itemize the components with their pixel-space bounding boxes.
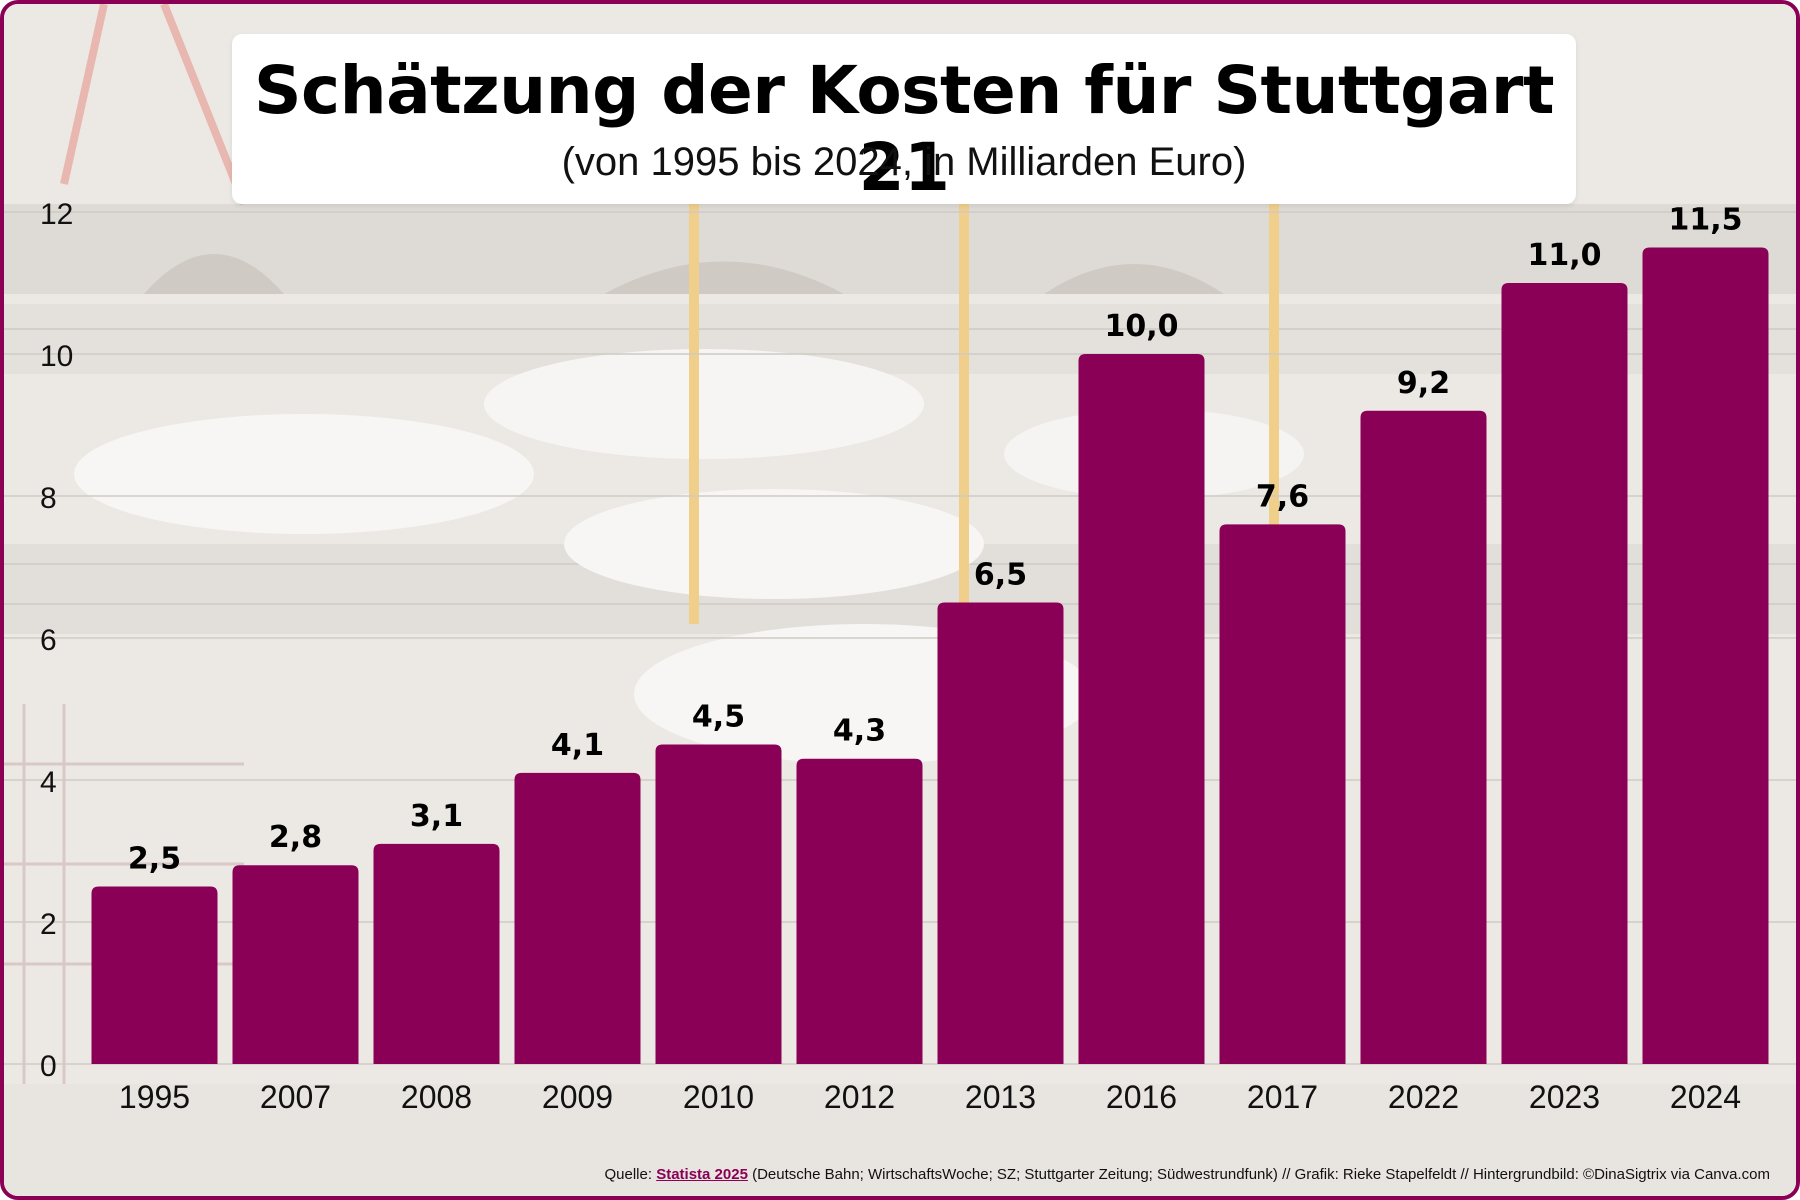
bar — [937, 602, 1064, 1064]
chart-subtitle: (von 1995 bis 2024, in Milliarden Euro) — [561, 140, 1247, 184]
bar — [1078, 354, 1205, 1064]
x-tick-label: 1995 — [119, 1079, 190, 1115]
source-link[interactable]: Statista 2025 — [656, 1166, 748, 1183]
x-tick-label: 2009 — [542, 1079, 613, 1115]
source-prefix: Quelle: — [604, 1166, 657, 1183]
data-labels: 2,5 2,8 3,1 4,1 4,5 4,3 6,5 10,0 7,6 9,2 11,0 11,5 — [128, 203, 1743, 877]
y-tick-label: 12 — [40, 198, 73, 231]
x-tick-label: 2023 — [1529, 1079, 1600, 1115]
bar — [232, 865, 359, 1064]
bar — [1501, 283, 1628, 1064]
data-label: 4,3 — [833, 714, 886, 749]
y-tick-label: 2 — [40, 908, 57, 941]
data-label: 9,2 — [1397, 366, 1450, 401]
data-label: 7,6 — [1256, 479, 1309, 514]
data-label: 2,5 — [128, 842, 181, 877]
x-tick-label: 2008 — [401, 1079, 472, 1115]
bar — [91, 886, 218, 1064]
bar — [796, 758, 923, 1064]
data-label: 10,0 — [1104, 309, 1178, 344]
y-axis: 0 2 4 6 8 10 12 — [40, 198, 73, 1083]
x-tick-label: 2017 — [1247, 1079, 1318, 1115]
bar — [1360, 410, 1487, 1064]
bar — [655, 744, 782, 1064]
x-tick-label: 2016 — [1106, 1079, 1177, 1115]
data-label: 2,8 — [269, 820, 322, 855]
bar — [514, 772, 641, 1064]
x-tick-label: 2012 — [824, 1079, 895, 1115]
x-tick-label: 2007 — [260, 1079, 331, 1115]
y-tick-label: 4 — [40, 766, 57, 799]
y-tick-label: 6 — [40, 624, 57, 657]
x-tick-label: 2022 — [1388, 1079, 1459, 1115]
bar-chart: 0 2 4 6 8 10 12 2,5 2,8 3,1 4,1 4,5 4,3 6,5 10,0 7,6 9,… — [4, 198, 1796, 1115]
x-tick-label: 2010 — [683, 1079, 754, 1115]
data-label: 4,5 — [692, 700, 745, 735]
x-tick-label: 2024 — [1670, 1079, 1741, 1115]
y-tick-label: 10 — [40, 340, 73, 373]
bars — [91, 247, 1769, 1064]
data-label: 4,1 — [551, 728, 604, 763]
data-label: 3,1 — [410, 799, 463, 834]
x-tick-label: 2013 — [965, 1079, 1036, 1115]
x-axis: 1995 2007 2008 2009 2010 2012 2013 2016 2017 2022… — [119, 1079, 1741, 1115]
data-label: 6,5 — [974, 558, 1027, 593]
y-tick-label: 8 — [40, 482, 57, 515]
chart-title: Schätzung der Kosten für Stuttgart 21 — [253, 52, 1555, 206]
source-details: (Deutsche Bahn; WirtschaftsWoche; SZ; St… — [747, 1166, 1770, 1183]
bar — [1642, 247, 1769, 1064]
source-line: Quelle: Statista 2025 (Deutsche Bahn; Wi… — [605, 1166, 1771, 1183]
bar — [373, 843, 500, 1064]
data-label: 11,5 — [1668, 203, 1742, 238]
y-tick-label: 0 — [40, 1050, 57, 1083]
title-box: Schätzung der Kosten für Stuttgart 21 (v… — [232, 34, 1576, 206]
data-label: 11,0 — [1527, 238, 1601, 273]
bar — [1219, 524, 1346, 1064]
